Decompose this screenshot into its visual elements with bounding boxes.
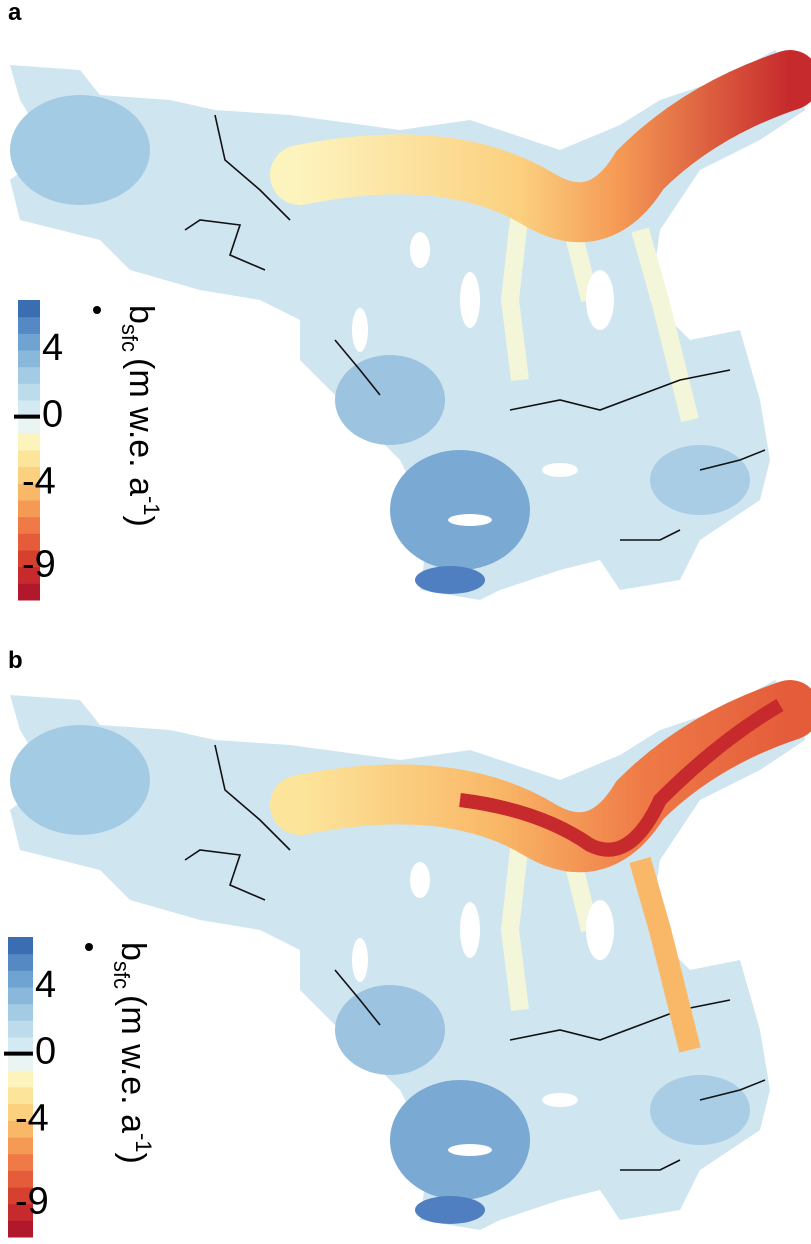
colorbar-segment	[8, 1137, 33, 1155]
colorbar-segment	[18, 466, 40, 484]
colorbar-segment	[8, 1203, 33, 1221]
colorbar-segment	[8, 937, 33, 955]
colorbar-segment	[18, 350, 40, 368]
label-part: -1	[139, 496, 164, 516]
tick-label: -4	[15, 1097, 49, 1139]
label-part: b	[122, 305, 160, 324]
colorbar-segment	[18, 500, 40, 518]
colorbar-label: bsfc (m w.e. a-1)	[109, 942, 156, 1164]
colorbar-segment	[8, 1003, 33, 1021]
colorbar-segment	[18, 450, 40, 468]
colorbar: 4 0 -4 -9 bsfc (m w.e. a-1)	[14, 300, 164, 601]
colorbar-segment	[18, 366, 40, 384]
label-part: sfc	[109, 961, 134, 989]
colorbar-segment	[18, 383, 40, 401]
colorbar-segment	[18, 533, 40, 551]
panel-label: b	[8, 647, 23, 674]
colorbar-segment	[8, 1103, 33, 1121]
colorbar-label: bsfc (m w.e. a-1)	[117, 305, 164, 527]
label-part: (m w.e. a	[122, 358, 160, 496]
label-part: )	[122, 516, 160, 527]
tick-label: -4	[22, 460, 56, 502]
colorbar-segment	[8, 970, 33, 988]
tick-label: 0	[42, 394, 63, 436]
tick-label: 4	[42, 327, 63, 369]
tick-label: -9	[15, 1181, 49, 1223]
colorbar-segment	[18, 550, 40, 568]
colorbar-segment	[8, 1070, 33, 1088]
dot	[93, 306, 101, 314]
colorbar-segment	[18, 333, 40, 351]
colorbar-segment	[8, 987, 33, 1005]
map-a	[10, 50, 811, 600]
colorbar-segment	[18, 566, 40, 584]
colorbar-segment	[18, 433, 40, 451]
colorbar-segment	[18, 400, 40, 418]
dot	[85, 943, 93, 951]
tick-label: -9	[22, 544, 56, 586]
colorbar-segment	[8, 1037, 33, 1055]
label-part: sfc	[117, 324, 142, 352]
label-part: -1	[131, 1133, 156, 1153]
colorbar-segment	[8, 953, 33, 971]
colorbar-segment	[8, 1170, 33, 1188]
colorbar-segment	[8, 1187, 33, 1205]
label-part: )	[114, 1153, 152, 1164]
colorbar-segment	[8, 1120, 33, 1138]
colorbar-segment	[8, 1053, 33, 1071]
colorbar-segment	[18, 583, 40, 601]
colorbar-segment	[8, 1020, 33, 1038]
colorbar-segment	[8, 1153, 33, 1171]
colorbar-segment	[8, 1220, 33, 1238]
tick-label: 0	[35, 1031, 56, 1073]
colorbar: 4 0 -4 -9 bsfc (m w.e. a-1)	[4, 937, 156, 1238]
panel-label: a	[8, 0, 22, 26]
colorbar-segment	[18, 300, 40, 318]
map-b	[10, 680, 811, 1230]
label-part: b	[114, 942, 152, 961]
label-part: (m w.e. a	[114, 995, 152, 1133]
colorbar-segment	[18, 416, 40, 434]
colorbar-segment	[18, 483, 40, 501]
tick-label: 4	[35, 964, 56, 1006]
colorbar-segment	[8, 1087, 33, 1105]
colorbar-segment	[18, 516, 40, 534]
colorbar-segment	[18, 316, 40, 334]
